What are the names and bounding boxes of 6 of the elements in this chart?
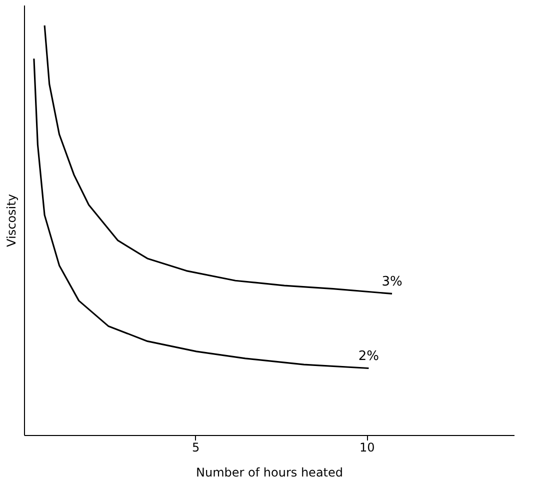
x-tick-label: 10 xyxy=(360,440,375,454)
x-tick-label: 5 xyxy=(192,440,200,454)
y-axis-title: Viscosity xyxy=(4,194,18,247)
series-label: 2% xyxy=(358,349,380,364)
x-axis-title: Number of hours heated xyxy=(196,466,343,480)
series-label: 3% xyxy=(382,274,402,290)
